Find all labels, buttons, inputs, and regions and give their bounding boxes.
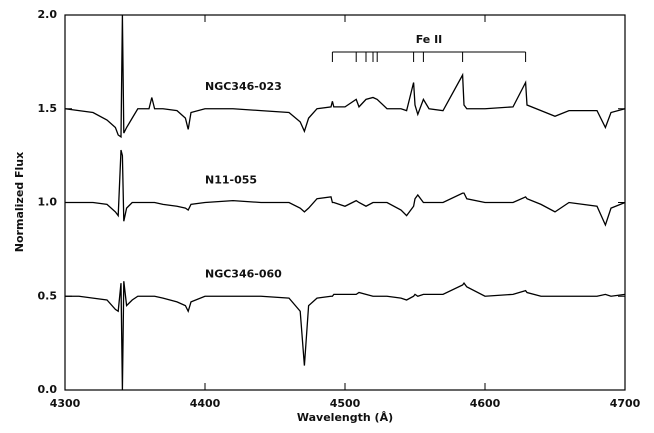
spectrum-line (65, 281, 626, 391)
y-tick-label: 1.5 (38, 102, 58, 115)
y-tick-label: 2.0 (38, 8, 58, 21)
x-tick-label: 4600 (470, 397, 501, 410)
x-axis-label: Wavelength (Å) (297, 411, 393, 424)
series-label: N11-055 (205, 174, 257, 187)
y-tick-label: 1.0 (38, 196, 58, 209)
series-label: NGC346-023 (205, 80, 282, 93)
series-label: NGC346-060 (205, 267, 282, 280)
annotation-label: Fe II (416, 33, 443, 46)
y-tick-label: 0.5 (38, 289, 58, 302)
x-tick-label: 4700 (610, 397, 641, 410)
x-tick-label: 4400 (190, 397, 221, 410)
y-axis-label: Normalized Flux (13, 152, 26, 252)
spectrum-line (64, 14, 626, 139)
x-tick-label: 4500 (330, 397, 361, 410)
y-tick-label: 0.0 (38, 383, 58, 396)
spectrum-line (65, 149, 626, 227)
x-tick-label: 4300 (50, 397, 81, 410)
